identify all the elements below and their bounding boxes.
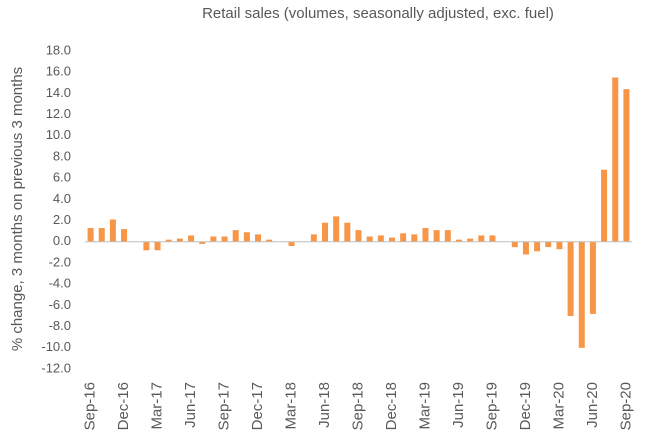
y-tick-label: -6.0 [49,297,71,312]
y-tick-label: -8.0 [49,318,71,333]
bar [467,238,474,242]
x-tick-label: Mar-18 [282,382,299,430]
y-tick-label: -4.0 [49,276,71,291]
bar [165,239,172,242]
bar [210,236,217,242]
bar [243,232,250,242]
bar [612,77,619,242]
bar [255,234,262,242]
y-tick-label: 0.0 [53,233,71,248]
y-tick-label: 8.0 [53,148,71,163]
bar [478,235,485,242]
bar [578,241,585,348]
bar [310,234,317,242]
y-axis-label: % change, 3 months on previous 3 months [9,67,26,351]
x-tick-label: Sep-17 [216,382,233,430]
x-tick-label: Sep-18 [349,382,366,430]
x-tick-label: Mar-19 [416,382,433,430]
bar [623,89,630,242]
x-tick-label: Jun-17 [182,382,199,428]
bar [366,236,373,242]
x-tick-label: Jun-20 [584,382,601,428]
bar [433,230,440,242]
bar [221,236,228,242]
bar [601,169,608,242]
y-tick-label: 2.0 [53,212,71,227]
y-tick-label: 14.0 [46,85,71,100]
x-tick-label: Jun-19 [450,382,467,428]
x-tick-label: Sep-16 [82,382,99,430]
bar [344,222,351,242]
x-tick-label: Jun-18 [316,382,333,428]
x-tick-label: Sep-20 [617,382,634,430]
y-tick-label: 10.0 [46,127,71,142]
bar [388,237,395,242]
bar [266,239,273,242]
bar [400,233,407,242]
y-tick-label: 16.0 [46,64,71,79]
x-tick-label: Mar-17 [149,382,166,430]
bar [377,235,384,242]
bar [87,228,94,242]
bar [567,241,574,316]
y-tick-label: -2.0 [49,254,71,269]
bar [545,241,552,248]
bar [333,216,340,242]
bar [411,234,418,242]
bar [422,228,429,242]
bar [322,222,329,242]
bar [176,238,183,242]
bar [556,241,563,250]
bar [121,229,128,242]
bar [589,241,596,314]
bar [534,241,541,252]
chart-title: Retail sales (volumes, seasonally adjust… [202,5,554,22]
bar [522,241,529,255]
bar [355,230,362,242]
bar [154,241,161,251]
bar [511,241,518,248]
bar [143,241,150,251]
bar [232,230,239,242]
y-tick-label: 18.0 [46,42,71,57]
y-tick-label: -12.0 [41,360,71,375]
y-tick-label: -10.0 [41,339,71,354]
y-tick-label: 12.0 [46,106,71,121]
bar [188,235,195,242]
x-tick-label: Dec-17 [249,382,266,430]
x-tick-label: Dec-18 [383,382,400,430]
x-tick-label: Sep-19 [483,382,500,430]
x-tick-label: Dec-19 [517,382,534,430]
bar [489,235,496,242]
bar [288,241,295,247]
bar [109,219,116,242]
bar [98,228,105,242]
y-tick-label: 4.0 [53,191,71,206]
y-tick-label: 6.0 [53,170,71,185]
bar [455,239,462,242]
x-tick-label: Mar-20 [550,382,567,430]
x-tick-label: Dec-16 [115,382,132,430]
bar [199,241,206,244]
bar [444,230,451,242]
